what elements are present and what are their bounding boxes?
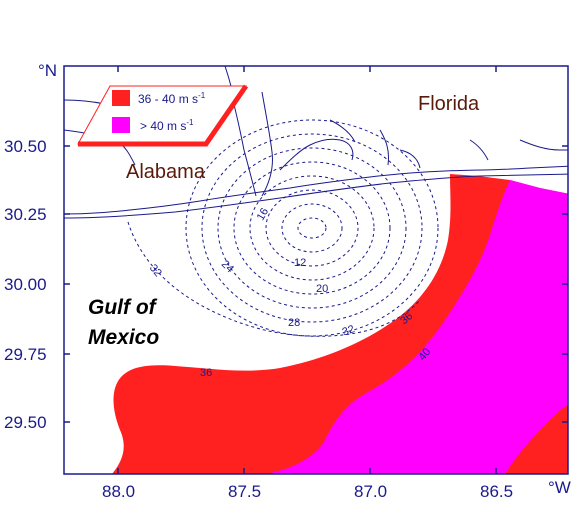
legend: 36 - 40 m s-1 > 40 m s-1 [77, 84, 249, 147]
contour-label-32a: 32 [147, 262, 164, 279]
legend-label-36-40: 36 - 40 m s-1 [138, 91, 206, 106]
florida-label: Florida [418, 93, 480, 115]
contour-label-20: 20 [316, 283, 328, 295]
barrier-island [64, 173, 568, 219]
x-tick-87-0: 87.0 [354, 482, 387, 501]
x-tick-88-0: 88.0 [102, 482, 135, 501]
legend-label-above-40: > 40 m s-1 [140, 118, 194, 133]
contour-label-24: 24 [219, 258, 236, 275]
contour-label-16: 16 [255, 206, 272, 223]
wind-zone-above-40 [265, 180, 568, 474]
y-tick-30-50: 30.50 [4, 137, 47, 156]
gulf-label-line2: Mexico [88, 326, 159, 349]
gulf-label-line1: Gulf of [88, 296, 158, 319]
legend-swatch-above-40 [112, 117, 130, 133]
map-frame [63, 65, 569, 475]
coastline [64, 165, 568, 215]
contour-label-36b: 36 [200, 367, 212, 379]
wind-contours [127, 119, 439, 337]
y-unit-label: °N [38, 61, 57, 80]
x-tick-86-5: 86.5 [480, 482, 513, 501]
y-tick-30-25: 30.25 [4, 205, 47, 224]
contour-label-28: 28 [288, 317, 300, 329]
contour-label-32b: 32 [341, 323, 357, 338]
y-tick-29-50: 29.50 [4, 413, 47, 432]
x-unit-label: °W [548, 478, 571, 497]
alabama-label: Alabama [126, 161, 206, 183]
y-tick-29-75: 29.75 [4, 345, 47, 364]
axis-ticks [64, 66, 568, 474]
contour-label-12: 12 [294, 257, 306, 269]
wind-zone-36-40-corner [505, 404, 568, 474]
x-tick-87-5: 87.5 [228, 482, 261, 501]
mobile-bay [229, 89, 273, 197]
legend-swatch-36-40 [112, 90, 130, 106]
y-tick-30-00: 30.00 [4, 275, 47, 294]
